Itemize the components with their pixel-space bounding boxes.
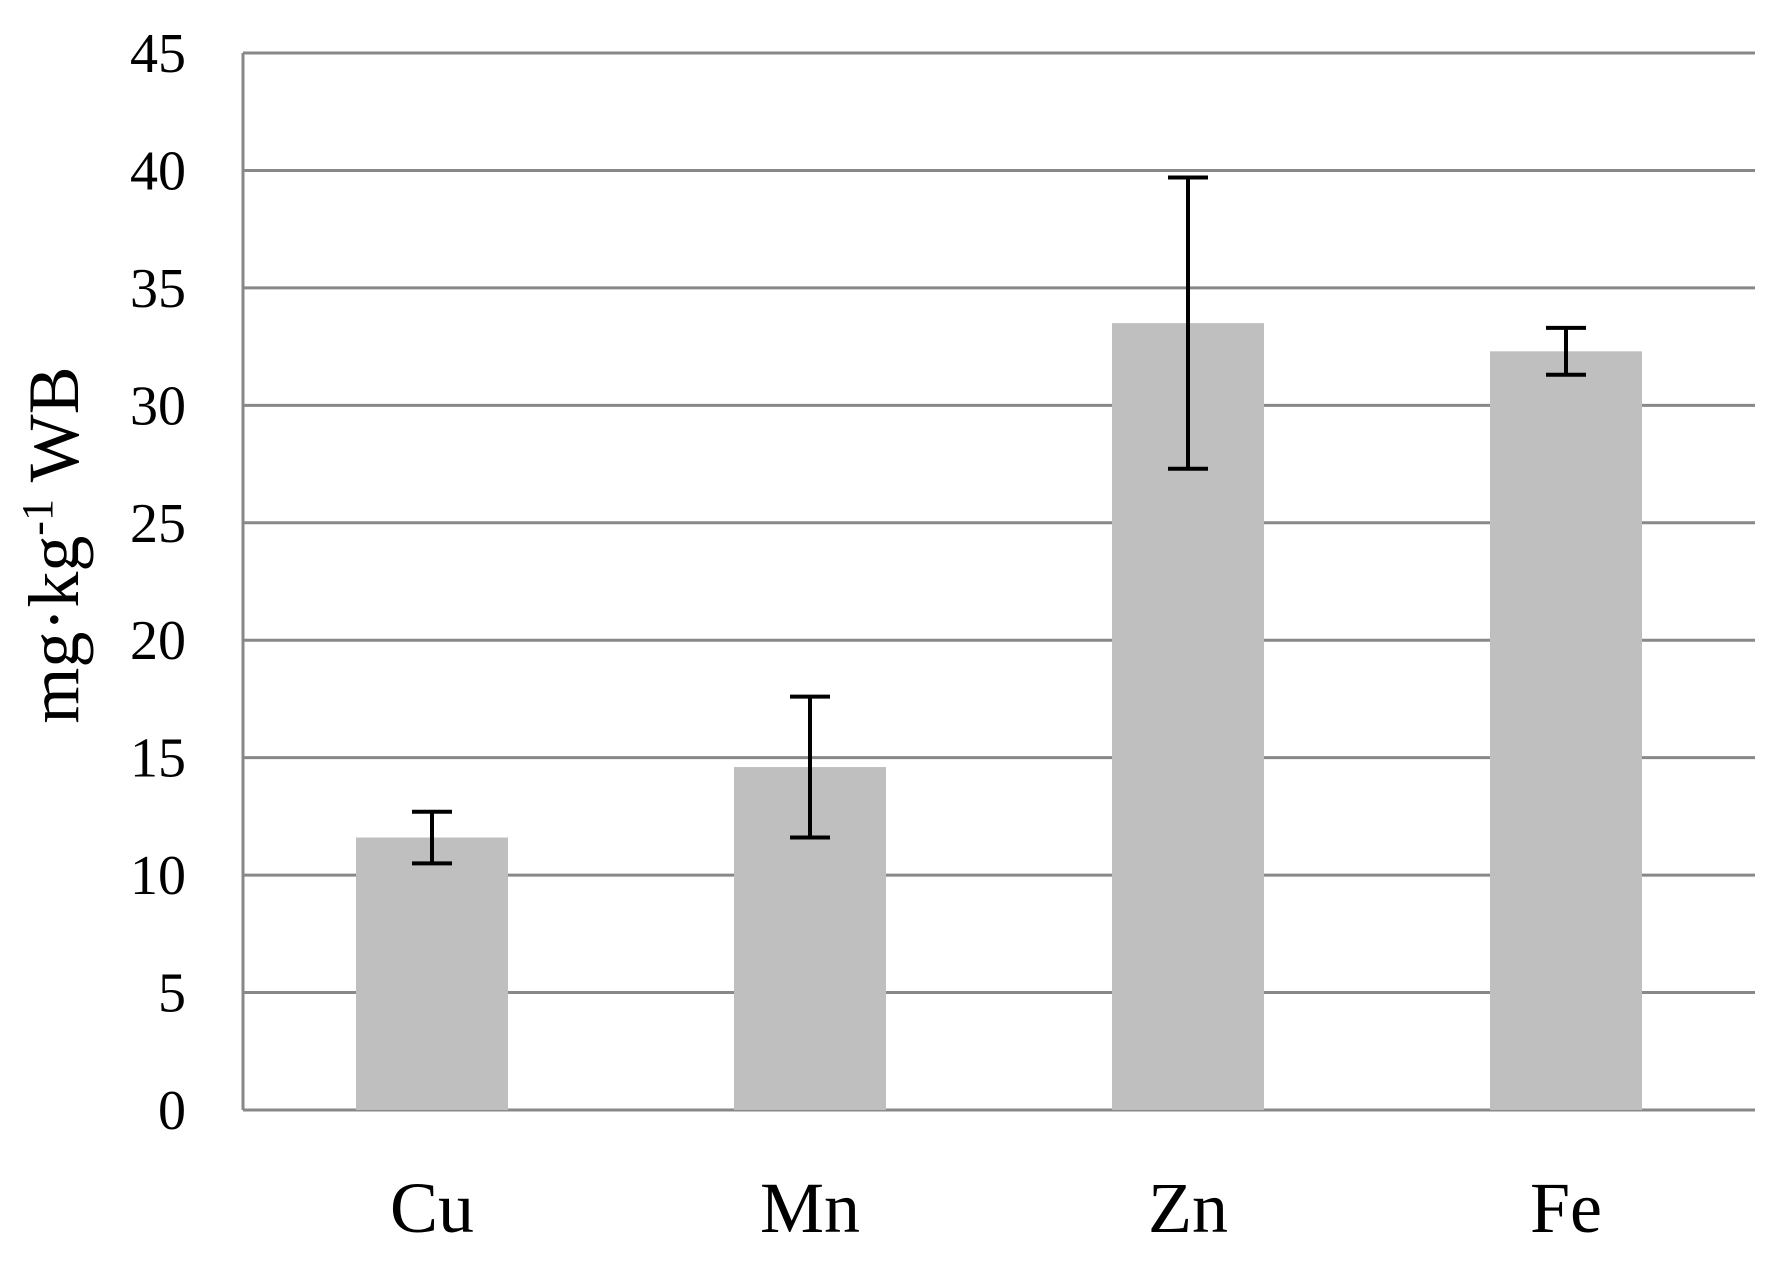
x-tick-label-mn: Mn — [760, 1168, 860, 1248]
y-tick-label: 45 — [130, 23, 186, 85]
x-tick-label-fe: Fe — [1530, 1168, 1602, 1248]
y-tick-label: 25 — [130, 493, 186, 555]
x-tick-label-zn: Zn — [1148, 1168, 1228, 1248]
bar-fe — [1490, 351, 1642, 1110]
y-tick-label: 40 — [130, 140, 186, 202]
y-tick-label: 30 — [130, 375, 186, 437]
y-tick-label: 10 — [130, 845, 186, 907]
y-tick-label: 5 — [158, 963, 186, 1025]
y-axis-title-main: mg·kg — [14, 536, 94, 724]
x-category-labels: Cu Mn Zn Fe — [390, 1168, 1602, 1248]
y-tick-labels: 0 5 10 15 20 25 30 35 40 45 — [130, 23, 186, 1142]
y-tick-label: 35 — [130, 258, 186, 320]
error-bar-mn — [790, 694, 830, 840]
error-bar-cu — [412, 809, 452, 866]
error-bars — [412, 175, 1586, 866]
y-tick-label: 15 — [130, 728, 186, 790]
error-bar-zn — [1168, 175, 1208, 471]
bar-cu — [356, 837, 508, 1110]
y-axis-title: mg·kg-1 WB — [13, 366, 94, 723]
y-tick-label: 20 — [130, 610, 186, 672]
y-tick-label: 0 — [158, 1080, 186, 1142]
x-tick-label-cu: Cu — [390, 1168, 474, 1248]
error-bar-fe — [1546, 325, 1586, 377]
y-axis-title-superscript: -1 — [13, 499, 62, 536]
y-axis-title-suffix: WB — [14, 366, 94, 499]
